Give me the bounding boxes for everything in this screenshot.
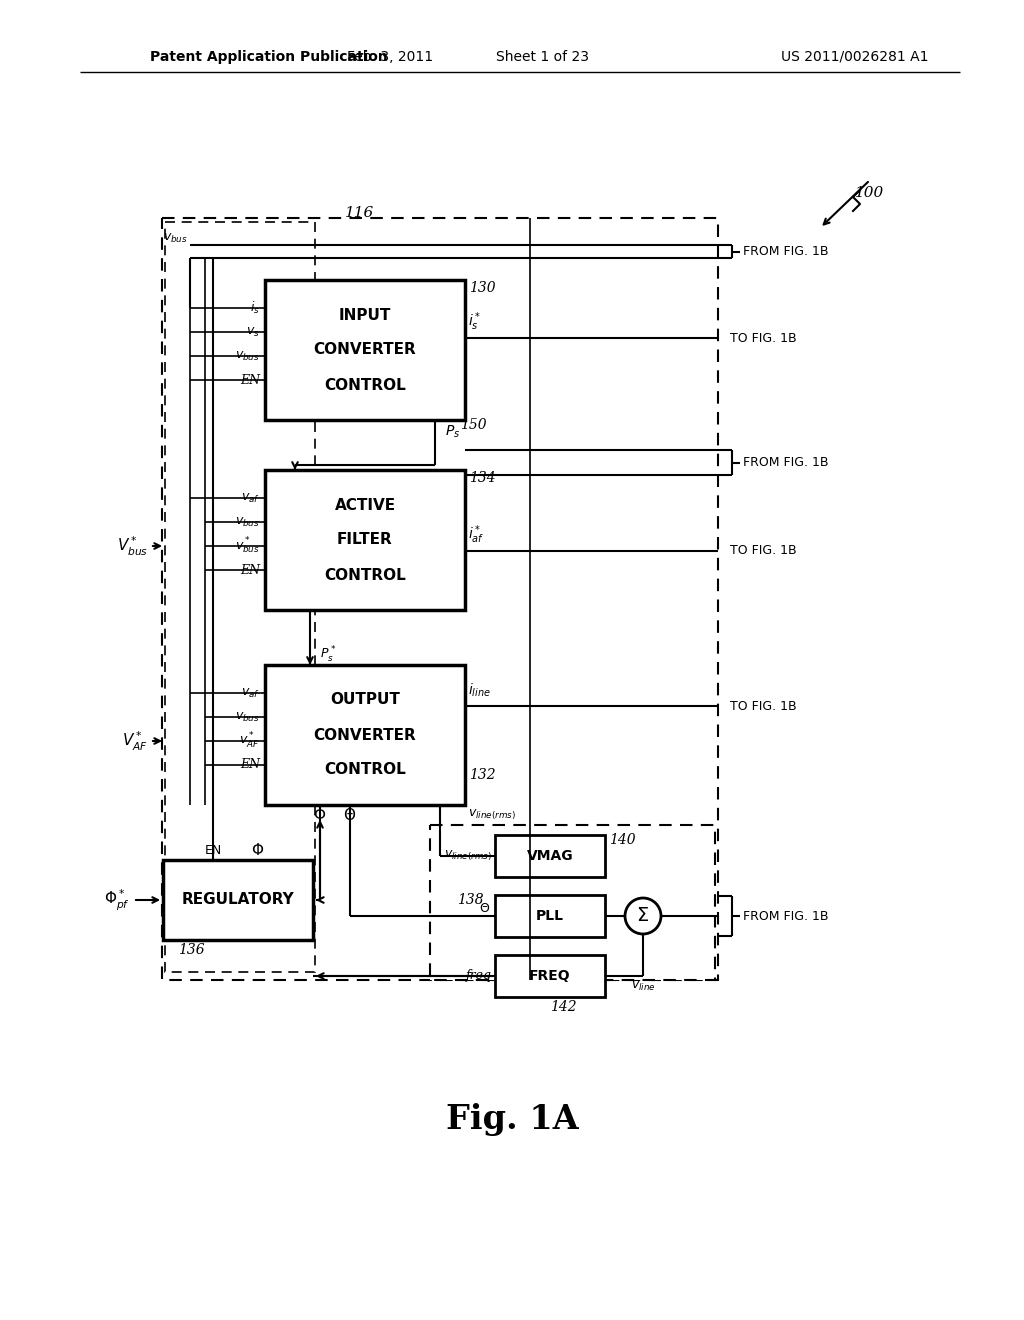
Bar — [163, 861, 313, 940]
Text: $v_{line}$: $v_{line}$ — [631, 979, 655, 993]
Text: OUTPUT: OUTPUT — [330, 693, 400, 708]
Text: $v_{af}$: $v_{af}$ — [241, 491, 260, 504]
Bar — [495, 954, 605, 997]
Text: CONTROL: CONTROL — [325, 763, 406, 777]
Text: $v^*_{bus}$: $v^*_{bus}$ — [236, 536, 260, 556]
Text: EN: EN — [240, 564, 260, 577]
Text: $i_{line}$: $i_{line}$ — [468, 681, 490, 698]
Text: 130: 130 — [469, 281, 496, 294]
Text: $v_{bus}$: $v_{bus}$ — [236, 710, 260, 723]
Text: $v_{bus}$: $v_{bus}$ — [236, 350, 260, 363]
Text: 134: 134 — [469, 471, 496, 484]
Text: $V^*_{AF}$: $V^*_{AF}$ — [122, 730, 148, 752]
Text: $i^*_s$: $i^*_s$ — [468, 310, 481, 333]
Text: $\Theta$: $\Theta$ — [479, 902, 490, 915]
Text: $i_s$: $i_s$ — [250, 300, 260, 315]
Text: INPUT: INPUT — [339, 308, 391, 322]
Text: $P_s$: $P_s$ — [445, 424, 460, 440]
Text: 142: 142 — [550, 1001, 577, 1014]
Text: $\Phi$: $\Phi$ — [313, 807, 327, 822]
Bar — [495, 836, 605, 876]
Text: $v_{af}$: $v_{af}$ — [241, 686, 260, 700]
Text: freq: freq — [466, 969, 492, 982]
Bar — [165, 222, 315, 972]
Text: 132: 132 — [469, 768, 496, 781]
Text: CONVERTER: CONVERTER — [313, 342, 417, 358]
Text: $\Phi$: $\Phi$ — [252, 842, 264, 858]
Text: VMAG: VMAG — [526, 849, 573, 863]
Text: Sheet 1 of 23: Sheet 1 of 23 — [497, 50, 590, 63]
Text: Feb. 3, 2011: Feb. 3, 2011 — [347, 50, 433, 63]
Text: 116: 116 — [345, 206, 375, 220]
Text: $v^*_{AF}$: $v^*_{AF}$ — [240, 731, 260, 751]
Text: $\Theta$: $\Theta$ — [343, 807, 356, 822]
Text: 150: 150 — [460, 418, 486, 432]
Text: CONVERTER: CONVERTER — [313, 727, 417, 742]
Text: FROM FIG. 1B: FROM FIG. 1B — [743, 246, 828, 257]
Text: CONTROL: CONTROL — [325, 568, 406, 582]
Text: Patent Application Publication: Patent Application Publication — [150, 50, 388, 63]
Text: $v_{line(rms)}$: $v_{line(rms)}$ — [444, 849, 492, 863]
Text: $V^*_{bus}$: $V^*_{bus}$ — [117, 535, 148, 557]
Bar — [265, 280, 465, 420]
Text: 138: 138 — [457, 894, 483, 907]
Bar — [430, 825, 715, 979]
Text: FROM FIG. 1B: FROM FIG. 1B — [743, 455, 828, 469]
Text: $i^*_{af}$: $i^*_{af}$ — [468, 524, 484, 546]
Bar — [265, 665, 465, 805]
Text: CONTROL: CONTROL — [325, 378, 406, 392]
Bar — [162, 218, 718, 979]
Text: FREQ: FREQ — [529, 969, 570, 983]
Text: EN: EN — [205, 843, 221, 857]
Text: PLL: PLL — [536, 909, 564, 923]
Text: ACTIVE: ACTIVE — [335, 498, 395, 512]
Text: TO FIG. 1B: TO FIG. 1B — [730, 331, 797, 345]
Text: Fig. 1A: Fig. 1A — [445, 1104, 579, 1137]
Text: $\Sigma$: $\Sigma$ — [637, 907, 649, 925]
Text: $v_s$: $v_s$ — [246, 326, 260, 338]
Text: $v_{line(rms)}$: $v_{line(rms)}$ — [468, 808, 516, 822]
Text: US 2011/0026281 A1: US 2011/0026281 A1 — [781, 50, 929, 63]
Text: $P^*_s$: $P^*_s$ — [319, 645, 336, 665]
Text: 140: 140 — [609, 833, 636, 847]
Text: REGULATORY: REGULATORY — [181, 892, 294, 908]
Text: 136: 136 — [178, 942, 205, 957]
Text: TO FIG. 1B: TO FIG. 1B — [730, 544, 797, 557]
Text: EN: EN — [240, 374, 260, 387]
Text: FROM FIG. 1B: FROM FIG. 1B — [743, 909, 828, 923]
Text: EN: EN — [240, 759, 260, 771]
Text: $v_{bus}$: $v_{bus}$ — [163, 231, 188, 244]
Text: FILTER: FILTER — [337, 532, 393, 548]
Text: $\Phi^*_{pf}$: $\Phi^*_{pf}$ — [104, 887, 130, 912]
Text: $v_{bus}$: $v_{bus}$ — [236, 515, 260, 528]
Bar — [265, 470, 465, 610]
Bar — [495, 895, 605, 937]
Text: TO FIG. 1B: TO FIG. 1B — [730, 700, 797, 713]
Text: 100: 100 — [855, 186, 885, 201]
